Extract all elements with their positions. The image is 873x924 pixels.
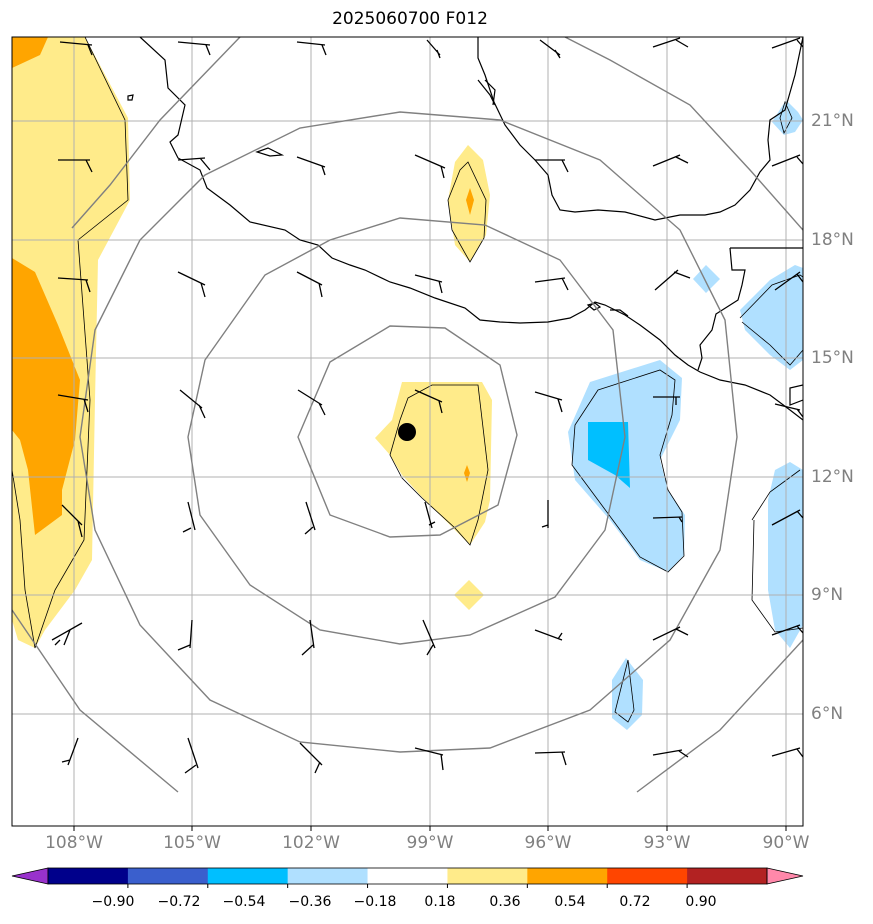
colorbar-tick-label: −0.90: [91, 894, 135, 910]
lat-label: 21°N: [811, 111, 854, 131]
lon-label: 105°W: [163, 833, 221, 853]
colorbar-tick-label: −0.72: [157, 894, 201, 910]
colorbar-tick-label: 0.72: [619, 894, 651, 910]
negative-region-small-east: [693, 265, 720, 293]
colorbar-segment: [447, 868, 528, 884]
strong-positive-region-west: [12, 258, 80, 535]
colorbar-segment: [687, 868, 768, 884]
strong-negative-region-east: [588, 422, 630, 488]
lon-label: 99°W: [406, 833, 454, 853]
colorbar-tick-label: 0.90: [685, 894, 717, 910]
colorbar-segment: [207, 868, 289, 884]
lon-label: 90°W: [762, 833, 810, 853]
negative-region-top-right: [772, 100, 803, 135]
colorbar-segment: [48, 868, 129, 884]
colorbar-frame: [47, 867, 768, 885]
map-frame: [11, 36, 804, 827]
lat-label: 15°N: [811, 348, 854, 368]
storm-center-marker: [398, 423, 416, 441]
concentric-contours: [12, 37, 803, 793]
colorbar-tick-label: −0.18: [353, 894, 397, 910]
shade-outline-lines: [12, 37, 803, 723]
colorbar-segment: [367, 868, 448, 884]
strong-positive-dot-center: [464, 465, 470, 482]
colorbar-tick-label: 0.36: [489, 894, 521, 910]
colorbar-segment: [607, 868, 688, 884]
coastline: [127, 37, 803, 421]
colorbar-extend-high: [766, 867, 804, 885]
lat-label: 9°N: [811, 585, 844, 605]
colorbar-segment: [127, 868, 209, 884]
axis-ticks: [73, 826, 787, 831]
strong-positive-dot-north: [466, 188, 474, 215]
colorbar-tick-label: 0.18: [424, 894, 456, 910]
colorbar: [11, 867, 804, 888]
graticule: [12, 37, 803, 826]
lat-label: 12°N: [811, 467, 854, 487]
map-title: 2025060700 F012: [332, 9, 488, 29]
positive-region-center: [375, 382, 492, 545]
strong-positive-region-nw: [12, 37, 48, 68]
colorbar-tick-label: 0.54: [554, 894, 586, 910]
lat-label: 6°N: [811, 704, 844, 724]
colorbar-segment: [527, 868, 608, 884]
lon-label: 102°W: [282, 833, 340, 853]
wind-barbs: [51, 37, 804, 774]
shaded-field: [12, 37, 803, 730]
colorbar-tick-label: −0.54: [222, 894, 266, 910]
negative-region-south: [612, 658, 643, 730]
lon-label: 96°W: [524, 833, 572, 853]
lat-label: 18°N: [811, 230, 854, 250]
colorbar-extend-low: [11, 867, 49, 885]
colorbar-tick-label: −0.36: [288, 894, 332, 910]
lon-label: 108°W: [45, 833, 103, 853]
negative-region-far-east-north: [740, 265, 803, 370]
lon-label: 93°W: [643, 833, 691, 853]
colorbar-segment: [287, 868, 369, 884]
